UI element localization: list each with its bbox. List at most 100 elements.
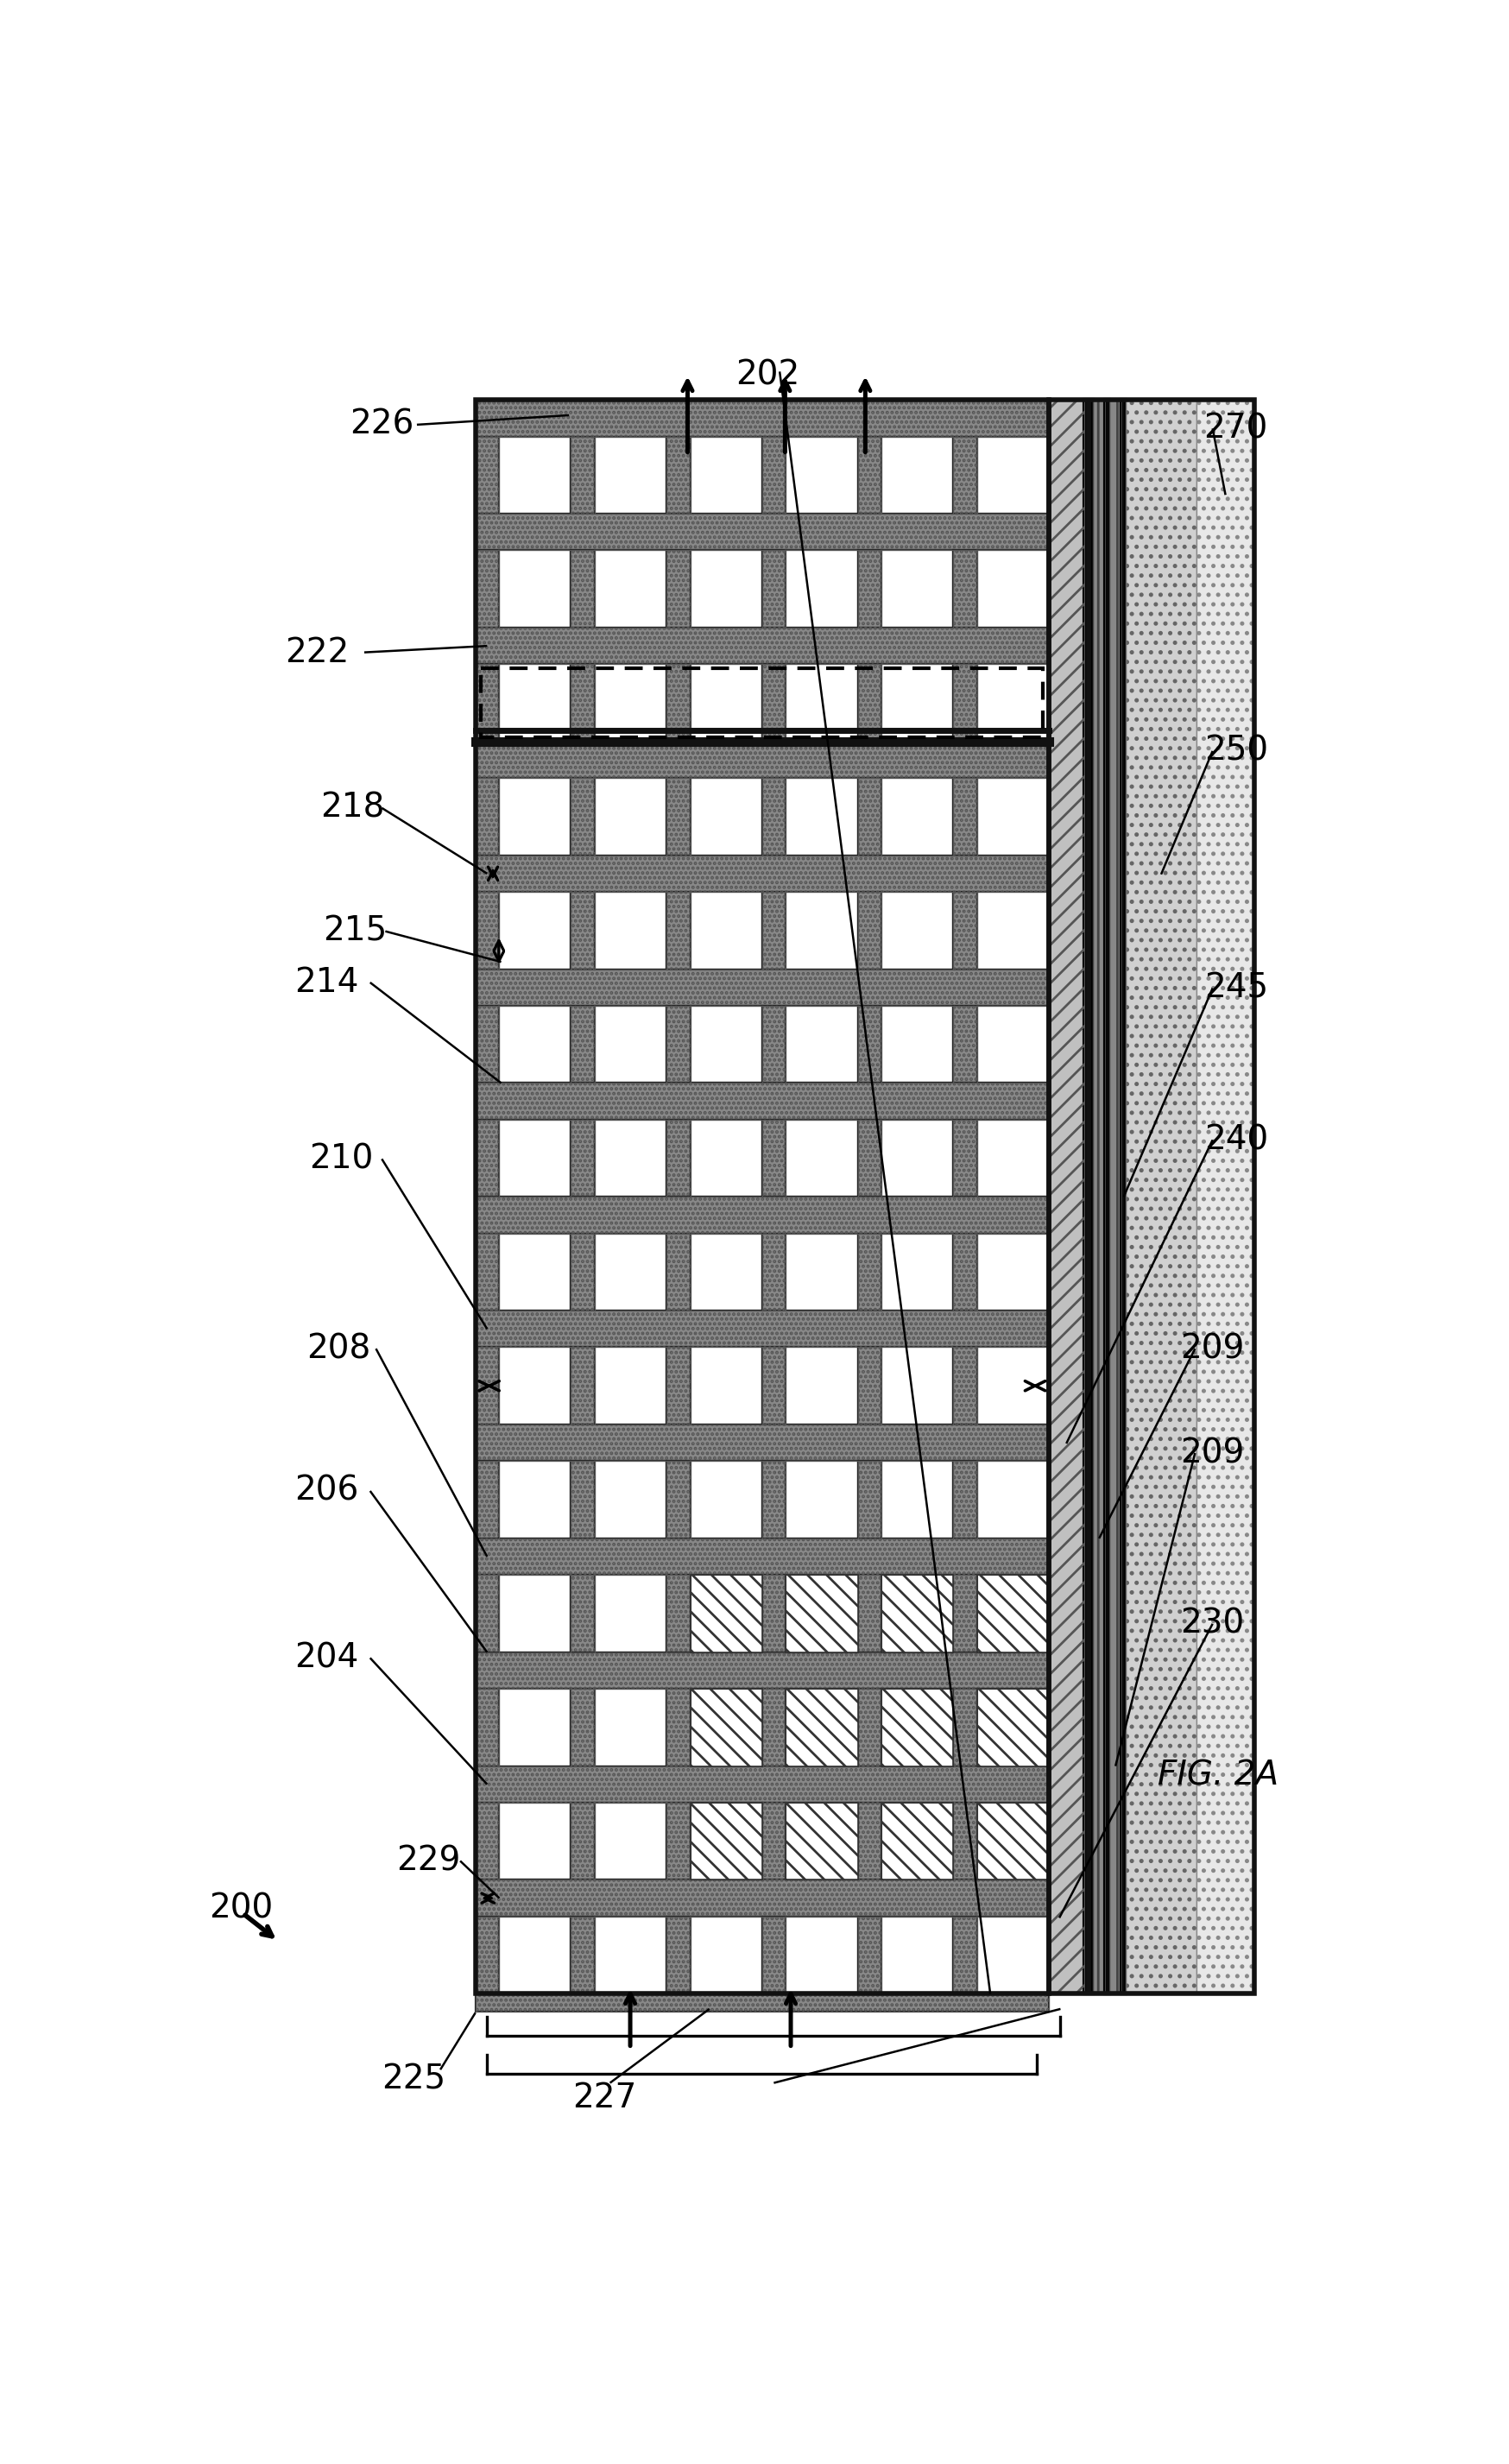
Bar: [857, 665, 881, 742]
Bar: [1049, 1234, 1071, 1311]
Bar: [475, 1688, 499, 1767]
Bar: [475, 1653, 1049, 1688]
Bar: [1049, 1005, 1071, 1084]
Bar: [857, 1574, 881, 1653]
Bar: [786, 779, 857, 855]
Bar: [475, 968, 1049, 1005]
Bar: [1049, 1574, 1071, 1653]
Bar: [881, 1917, 952, 1993]
Bar: [499, 1688, 570, 1767]
Bar: [762, 1917, 786, 1993]
Bar: [881, 1688, 952, 1767]
Bar: [786, 1688, 857, 1767]
Bar: [857, 1348, 881, 1424]
Bar: [857, 1234, 881, 1311]
Bar: [595, 549, 665, 628]
Bar: [475, 1804, 499, 1880]
Bar: [952, 1804, 976, 1880]
Bar: [952, 1234, 976, 1311]
Bar: [665, 1119, 690, 1198]
Bar: [665, 1119, 690, 1198]
Bar: [475, 779, 499, 855]
Bar: [762, 1005, 786, 1084]
Bar: [952, 1348, 976, 1424]
Bar: [665, 1574, 690, 1653]
Bar: [475, 1005, 499, 1084]
Bar: [1049, 779, 1071, 855]
Bar: [475, 399, 1049, 1993]
Bar: [475, 1653, 1049, 1688]
Text: 210: 210: [308, 1143, 373, 1175]
Bar: [499, 1348, 570, 1424]
Bar: [665, 665, 690, 742]
Bar: [475, 549, 499, 628]
Bar: [665, 892, 690, 968]
Text: 218: 218: [320, 791, 385, 825]
Bar: [570, 1574, 595, 1653]
Bar: [690, 1688, 762, 1767]
Bar: [475, 742, 1049, 779]
Bar: [475, 399, 1049, 436]
Bar: [881, 549, 952, 628]
Text: 202: 202: [735, 360, 800, 392]
Text: 270: 270: [1203, 411, 1268, 446]
Bar: [570, 436, 595, 515]
Bar: [475, 1198, 1049, 1234]
Bar: [1195, 399, 1254, 1993]
Bar: [1126, 399, 1195, 1993]
Bar: [665, 1461, 690, 1538]
Bar: [570, 1574, 595, 1653]
Bar: [786, 1574, 857, 1653]
Bar: [857, 1119, 881, 1198]
Bar: [475, 1461, 499, 1538]
Bar: [857, 1917, 881, 1993]
Bar: [570, 1119, 595, 1198]
Bar: [570, 665, 595, 742]
Bar: [857, 779, 881, 855]
Bar: [665, 1234, 690, 1311]
Bar: [976, 1688, 1049, 1767]
Bar: [595, 665, 665, 742]
Text: 209: 209: [1180, 1437, 1243, 1469]
Text: 229: 229: [397, 1846, 460, 1878]
Bar: [475, 399, 1049, 436]
Bar: [499, 1917, 570, 1993]
Bar: [665, 665, 690, 742]
Bar: [690, 1574, 762, 1653]
Bar: [1049, 1688, 1071, 1767]
Bar: [1083, 399, 1093, 1993]
Bar: [881, 1804, 952, 1880]
Text: 215: 215: [323, 914, 386, 949]
Bar: [570, 779, 595, 855]
Bar: [952, 1688, 976, 1767]
Text: 200: 200: [210, 1892, 273, 1924]
Bar: [952, 1119, 976, 1198]
Bar: [976, 1917, 1049, 1993]
Text: 209: 209: [1180, 1333, 1243, 1365]
Bar: [952, 1688, 976, 1767]
Bar: [952, 892, 976, 968]
Bar: [665, 1574, 690, 1653]
Bar: [475, 1084, 1049, 1119]
Bar: [1049, 1804, 1071, 1880]
Bar: [952, 1005, 976, 1084]
Bar: [690, 549, 762, 628]
Bar: [595, 1461, 665, 1538]
Bar: [1105, 399, 1109, 1993]
Bar: [570, 1804, 595, 1880]
Bar: [665, 1917, 690, 1993]
Bar: [595, 892, 665, 968]
Bar: [1049, 1234, 1071, 1311]
Bar: [881, 1574, 952, 1653]
Bar: [499, 549, 570, 628]
Bar: [857, 1234, 881, 1311]
Bar: [1049, 1348, 1071, 1424]
Bar: [881, 1688, 952, 1767]
Bar: [475, 1234, 499, 1311]
Bar: [952, 436, 976, 515]
Bar: [952, 779, 976, 855]
Bar: [1049, 436, 1071, 515]
Bar: [475, 436, 499, 515]
Bar: [665, 779, 690, 855]
Bar: [1049, 1461, 1071, 1538]
